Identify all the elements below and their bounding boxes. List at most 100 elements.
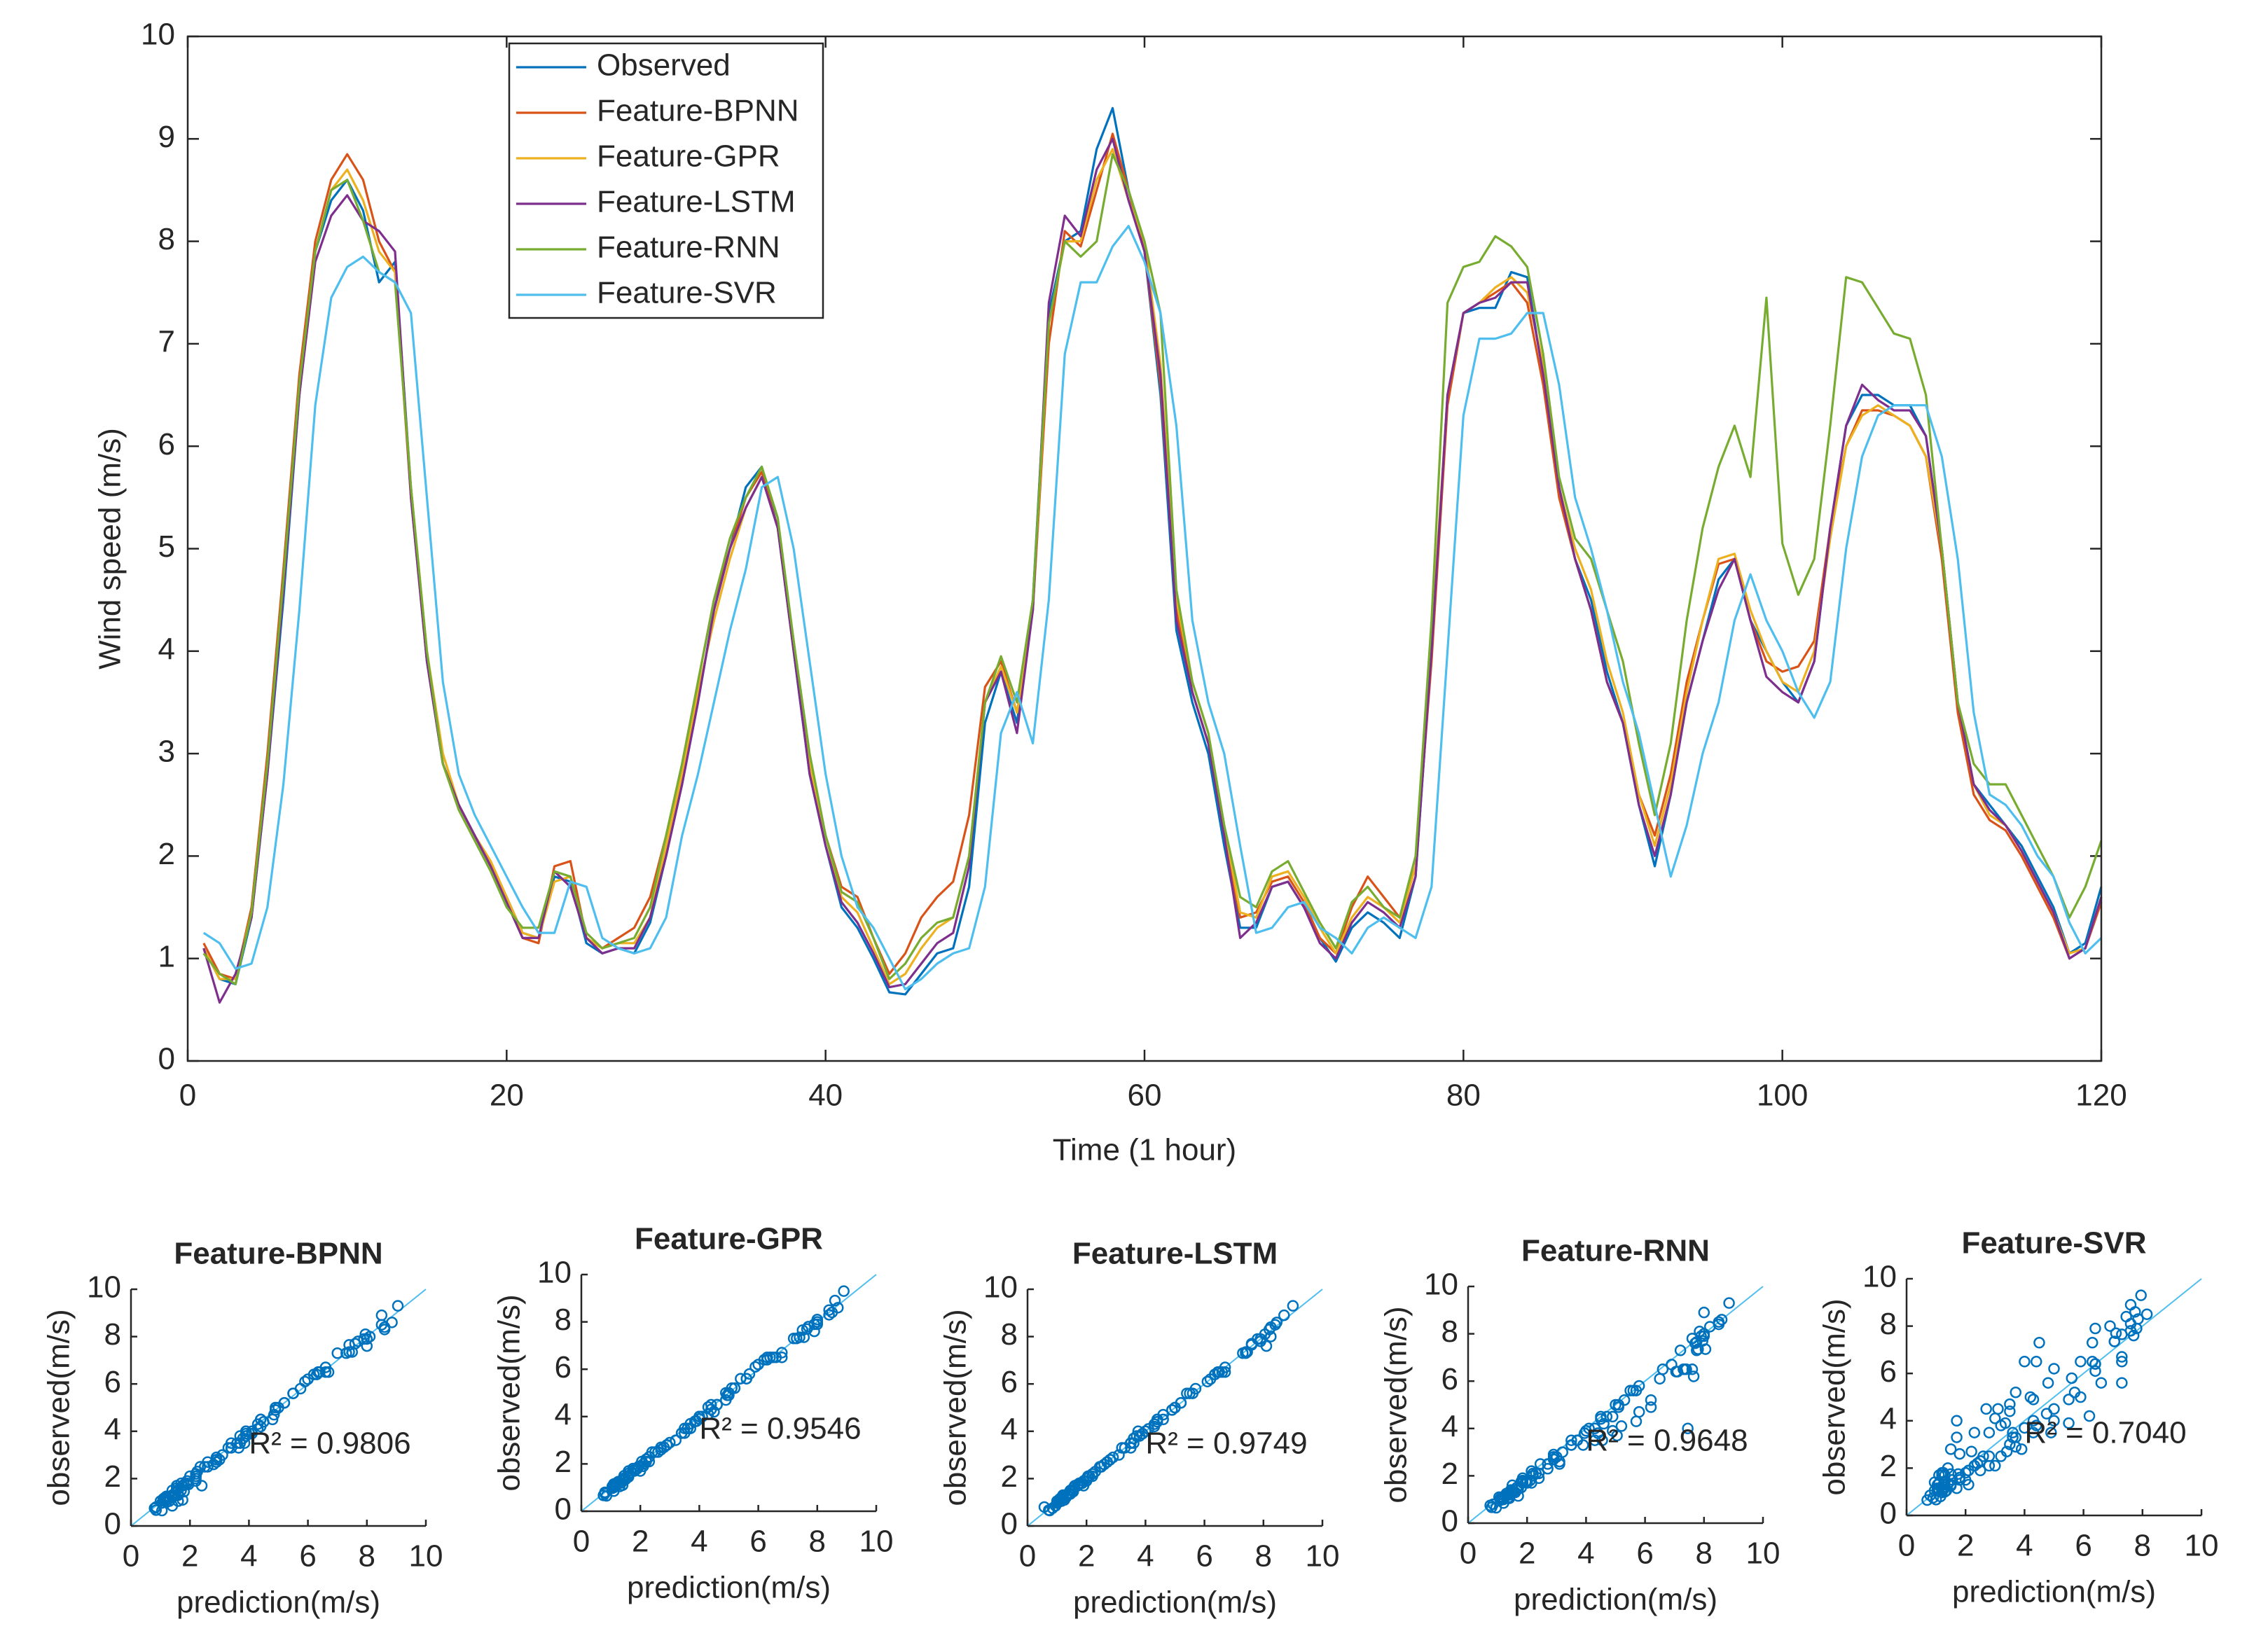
legend-label: Feature-LSTM xyxy=(597,185,796,219)
scatter-point xyxy=(670,1434,682,1446)
scatter-point xyxy=(1968,1427,1981,1438)
scatter-point xyxy=(207,1458,220,1471)
scatter-point xyxy=(2048,1363,2060,1375)
scatter-point xyxy=(1130,1430,1143,1442)
y-tick-label: 6 xyxy=(104,1365,121,1399)
scatter-point xyxy=(1952,1468,1964,1480)
scatter-point xyxy=(2110,1327,2122,1339)
y-axis-label: observed(m/s) xyxy=(42,1309,76,1506)
legend-label: Feature-RNN xyxy=(597,230,780,265)
scatter-point xyxy=(1674,1345,1687,1356)
scatter-point xyxy=(1484,1499,1496,1511)
scatter-point xyxy=(623,1465,635,1477)
scatter-point xyxy=(1686,1363,1699,1375)
scatter-point xyxy=(1187,1387,1199,1399)
scatter-point xyxy=(2083,1410,2096,1422)
scatter-point xyxy=(1598,1417,1610,1430)
scatter-point xyxy=(238,1437,251,1449)
annotation: R² = 0.9648 xyxy=(1586,1424,1748,1458)
scatter-point xyxy=(240,1425,252,1438)
scatter-point xyxy=(1696,1335,1708,1347)
scatter-point xyxy=(1201,1375,1214,1388)
scatter-point xyxy=(2000,1445,2013,1457)
y-tick-label: 4 xyxy=(1001,1412,1018,1446)
scatter-point xyxy=(1698,1330,1710,1342)
scatter-point xyxy=(1983,1459,1996,1472)
scatter-point xyxy=(794,1331,805,1343)
scatter-point xyxy=(2075,1356,2087,1368)
scatter-point xyxy=(1989,1413,2001,1424)
x-tick-label: 10 xyxy=(1306,1539,1340,1574)
scatter-point xyxy=(1245,1339,1258,1351)
x-tick-label: 0 xyxy=(179,1078,196,1113)
scatter-point xyxy=(2108,1335,2121,1347)
x-tick-label: 8 xyxy=(809,1525,826,1559)
scatter-point xyxy=(2075,1391,2087,1403)
scatter-point xyxy=(1595,1410,1607,1423)
scatter-point xyxy=(2086,1337,2098,1349)
x-tick-label: 0 xyxy=(123,1539,139,1574)
scatter-point xyxy=(1113,1449,1125,1461)
y-tick-label: 10 xyxy=(1424,1268,1458,1302)
scatter-point xyxy=(1963,1478,1975,1491)
x-axis-label: prediction(m/s) xyxy=(1514,1583,1717,1617)
x-tick-label: 6 xyxy=(2075,1529,2091,1563)
series-line xyxy=(202,153,2103,985)
scatter-point xyxy=(2116,1356,2128,1368)
annotation: R² = 0.9546 xyxy=(699,1412,861,1446)
x-tick-label: 10 xyxy=(1746,1536,1780,1571)
series-line xyxy=(202,148,2103,985)
scatter-point xyxy=(1630,1384,1643,1396)
scatter-point xyxy=(1169,1401,1181,1414)
scatter-point xyxy=(1951,1431,1963,1443)
y-tick-label: 6 xyxy=(1001,1365,1018,1399)
y-tick-label: 0 xyxy=(158,1042,175,1076)
y-tick-label: 9 xyxy=(158,120,175,154)
scatter-point xyxy=(358,1333,370,1345)
scatter-point xyxy=(1951,1415,1963,1427)
x-axis-label: prediction(m/s) xyxy=(177,1585,380,1620)
y-tick-label: 4 xyxy=(1880,1401,1897,1436)
scatter-point xyxy=(202,1461,214,1473)
y-tick-label: 6 xyxy=(1441,1362,1458,1396)
y-tick-label: 10 xyxy=(983,1270,1018,1305)
scatter-point xyxy=(1954,1448,1966,1460)
scatter-point xyxy=(1980,1403,1992,1415)
scatter-point xyxy=(1526,1477,1537,1489)
scatter-point xyxy=(1931,1482,1944,1494)
scatter-point xyxy=(811,1318,824,1331)
scatter-point xyxy=(2040,1408,2053,1420)
scatter-point xyxy=(1954,1474,1966,1486)
scatter-point xyxy=(1216,1366,1229,1378)
y-tick-label: 0 xyxy=(104,1507,121,1541)
series-line xyxy=(202,225,2103,991)
series-line xyxy=(202,137,2103,1004)
scatter-point xyxy=(246,1427,258,1440)
scatter-point xyxy=(2089,1358,2101,1370)
scatter-point xyxy=(2004,1406,2016,1417)
x-axis-label: prediction(m/s) xyxy=(1073,1585,1277,1620)
x-tick-label: 20 xyxy=(490,1078,524,1113)
y-tick-label: 0 xyxy=(555,1492,572,1527)
scatter-point xyxy=(720,1394,732,1406)
scatter-point xyxy=(392,1300,404,1312)
x-tick-label: 0 xyxy=(1460,1536,1477,1571)
y-tick-label: 2 xyxy=(104,1459,121,1494)
scatter-point xyxy=(2030,1356,2042,1368)
scatter-point xyxy=(2010,1386,2022,1398)
scatter-point xyxy=(375,1319,388,1331)
scatter-point xyxy=(1703,1321,1716,1333)
x-tick-label: 8 xyxy=(359,1539,375,1574)
x-tick-label: 10 xyxy=(859,1525,894,1559)
y-tick-label: 0 xyxy=(1001,1507,1018,1541)
scatter-point xyxy=(1645,1401,1657,1413)
scatter-point xyxy=(608,1478,620,1490)
x-tick-label: 2 xyxy=(1957,1529,1974,1563)
scatter-point xyxy=(1989,1459,2001,1472)
scatter-point xyxy=(2033,1337,2045,1349)
x-axis-label: Time (1 hour) xyxy=(1053,1133,1236,1167)
scatter-point xyxy=(801,1323,813,1335)
x-tick-label: 6 xyxy=(1636,1536,1653,1571)
